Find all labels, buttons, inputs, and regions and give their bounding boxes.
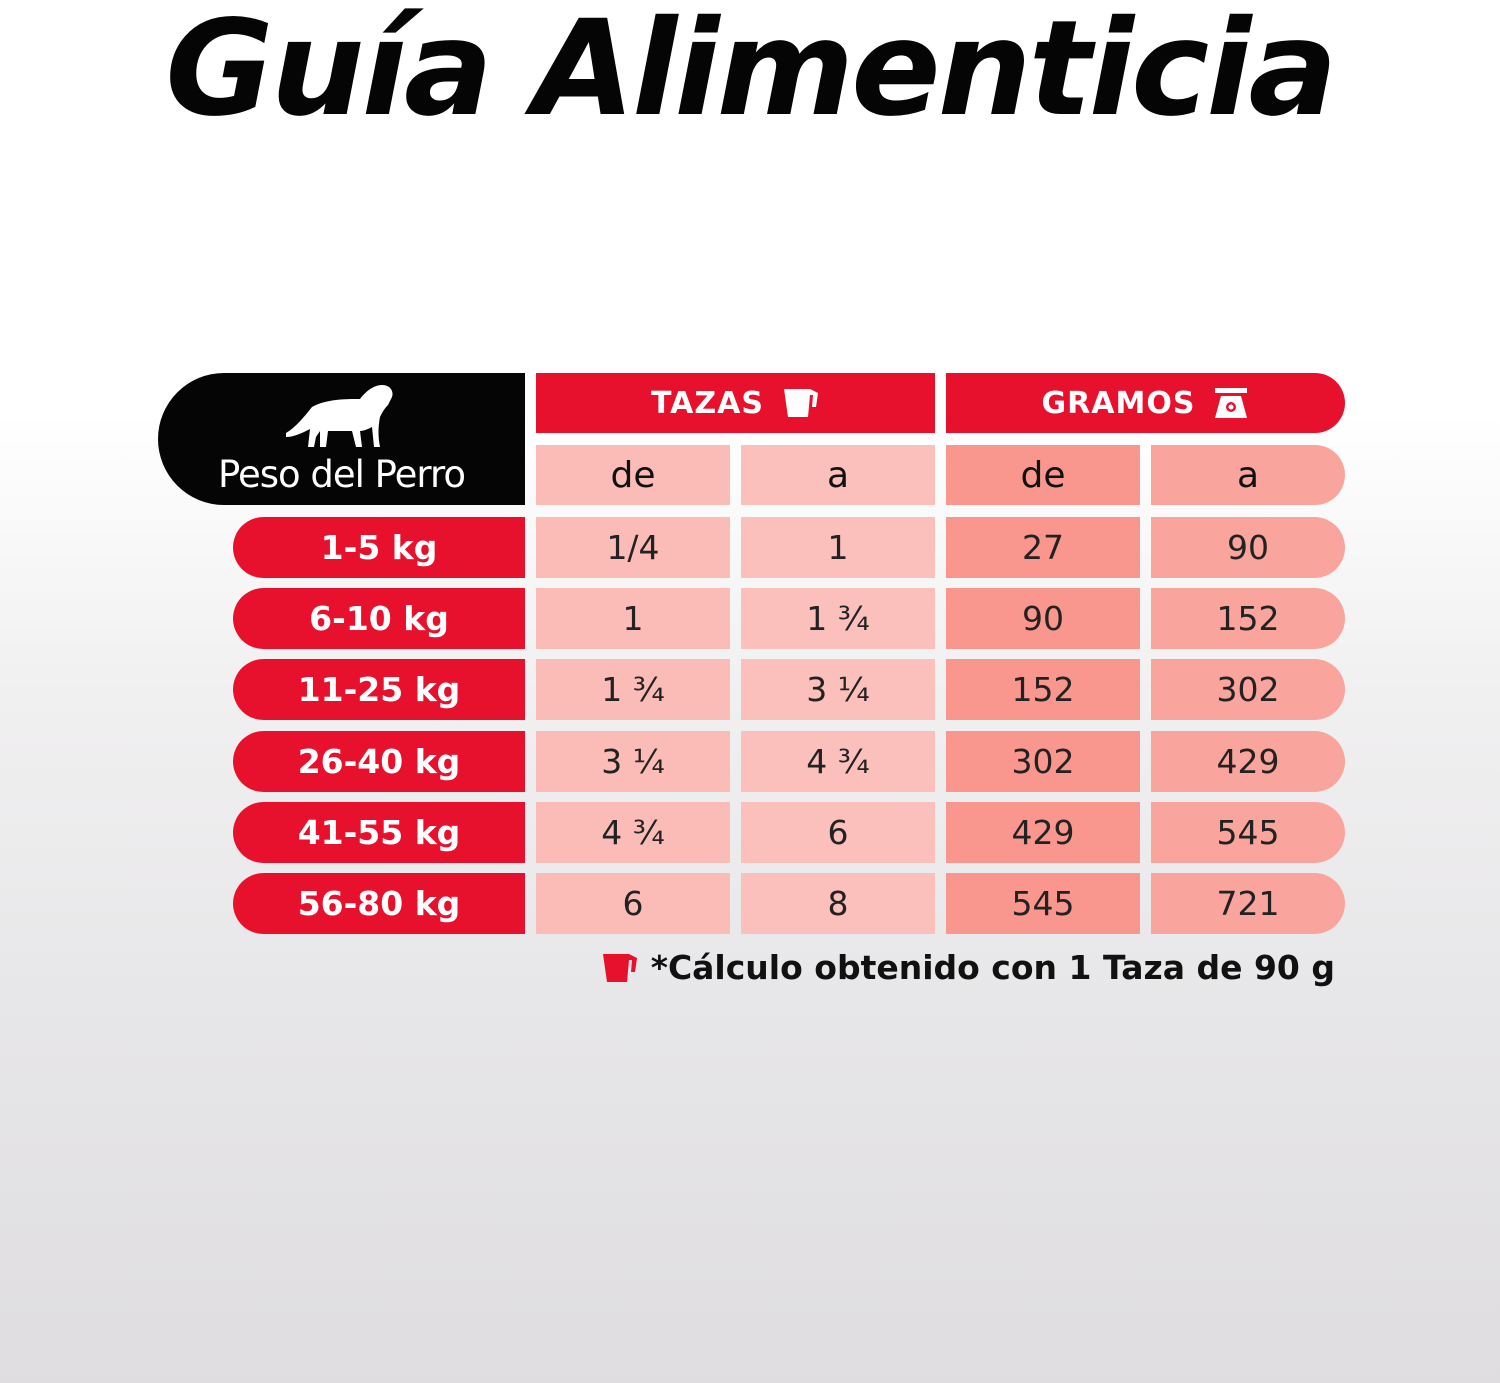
cups-to-cell: 8 xyxy=(741,873,935,934)
grams-to-cell: 429 xyxy=(1151,730,1345,792)
grams-from-cell: 152 xyxy=(946,659,1140,721)
cups-from-cell: 1/4 xyxy=(536,517,730,578)
grams-to-cell: 152 xyxy=(1151,588,1345,650)
cups-from-cell: 1 xyxy=(536,588,730,650)
weight-label: 1-5 kg xyxy=(233,517,525,578)
kitchen-scale-icon xyxy=(1215,388,1248,418)
weight-header: Peso del Perro xyxy=(158,373,525,505)
footnote-text: *Cálculo obtenido con 1 Taza de 90 g xyxy=(650,948,1335,987)
cups-to-cell: 1 ¾ xyxy=(741,588,935,650)
cups-header: TAZAS xyxy=(536,373,935,433)
weight-label: 6-10 kg xyxy=(233,588,525,650)
grams-from-cell: 429 xyxy=(946,801,1140,863)
footnote: *Cálculo obtenido con 1 Taza de 90 g xyxy=(601,948,1335,987)
grams-from-cell: 302 xyxy=(946,730,1140,792)
weight-label: 41-55 kg xyxy=(233,801,525,863)
grams-to-header: a xyxy=(1151,445,1345,505)
weight-label: 11-25 kg xyxy=(233,659,525,721)
grams-to-cell: 721 xyxy=(1151,873,1345,934)
cups-from-cell: 4 ¾ xyxy=(536,801,730,863)
weight-label: 56-80 kg xyxy=(233,873,525,934)
grams-to-cell: 90 xyxy=(1151,517,1345,578)
cups-from-cell: 1 ¾ xyxy=(536,659,730,721)
measuring-cup-icon xyxy=(783,389,818,417)
cups-header-label: TAZAS xyxy=(651,385,764,421)
weight-label: 26-40 kg xyxy=(233,730,525,792)
grams-from-cell: 90 xyxy=(946,588,1140,650)
cups-to-header: a xyxy=(741,445,935,505)
grams-to-cell: 545 xyxy=(1151,801,1345,863)
cups-to-cell: 1 xyxy=(741,517,935,578)
grams-from-cell: 545 xyxy=(946,873,1140,934)
grams-to-cell: 302 xyxy=(1151,659,1345,721)
grams-from-header: de xyxy=(946,445,1140,505)
cups-from-header: de xyxy=(536,445,730,505)
weight-header-label: Peso del Perro xyxy=(217,452,466,496)
dog-icon xyxy=(285,384,393,447)
cups-from-cell: 6 xyxy=(536,873,730,934)
cups-to-cell: 6 xyxy=(741,801,935,863)
cups-to-cell: 3 ¼ xyxy=(741,659,935,721)
measuring-cup-icon xyxy=(602,953,637,982)
cups-from-cell: 3 ¼ xyxy=(536,730,730,792)
grams-from-cell: 27 xyxy=(946,517,1140,578)
page-title: Guía Alimenticia xyxy=(165,0,1337,146)
grams-header-label: GRAMOS xyxy=(1041,385,1196,421)
grams-header: GRAMOS xyxy=(946,373,1345,433)
cups-to-cell: 4 ¾ xyxy=(741,730,935,792)
